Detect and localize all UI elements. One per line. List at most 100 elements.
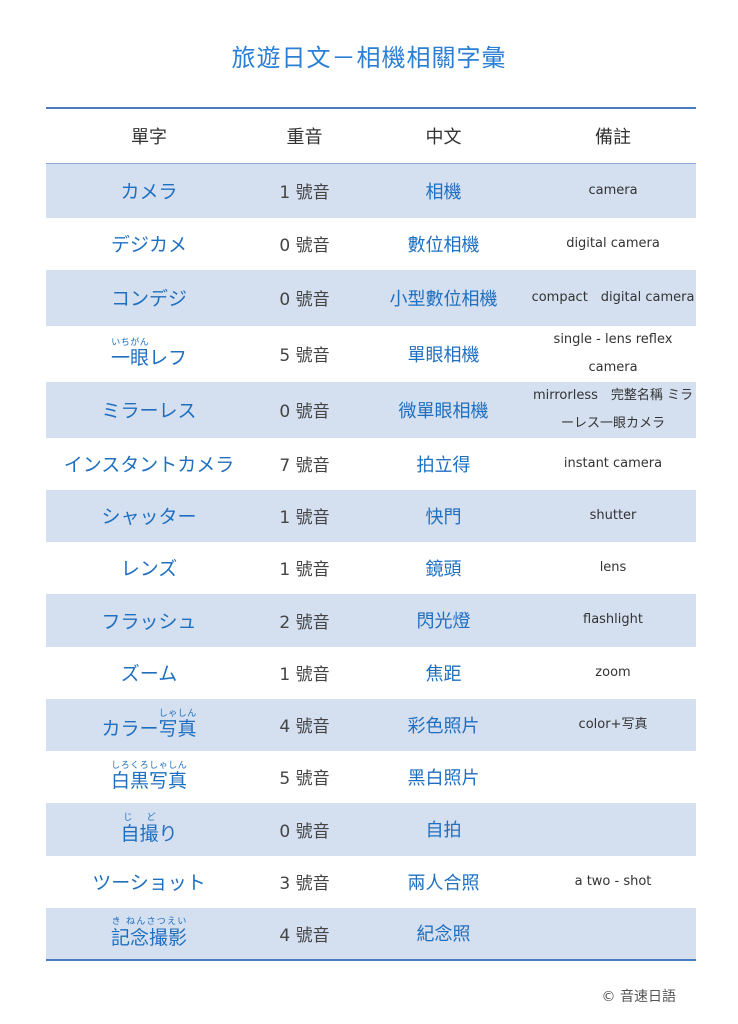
chinese-cell: 焦距: [425, 663, 462, 685]
word-ruby: 一眼いちがん: [110, 338, 149, 369]
table-row: 一眼いちがんレフ 5 號音 單眼相機 single - lens reflex cam…: [46, 326, 696, 382]
table-row: カメラ 1 號音 相機 camera: [46, 163, 696, 218]
furigana: いちがん: [110, 337, 149, 348]
note-cell: shutter: [530, 489, 696, 542]
furigana: しろくろしゃしん: [110, 760, 187, 771]
note-cell: digital camera: [566, 235, 660, 251]
furigana: じ ど: [120, 812, 159, 823]
note-cell: [530, 907, 696, 960]
header-note: 備註: [530, 108, 696, 164]
header-word: 單字: [46, 108, 252, 164]
accent-cell: 0 號音: [252, 269, 357, 326]
chinese-cell: 拍立得: [416, 454, 471, 476]
accent-cell: 5 號音: [279, 769, 330, 789]
header-chinese: 中文: [357, 108, 530, 164]
note-cell: a two - shot: [574, 873, 652, 889]
word-cell: ズーム: [120, 663, 178, 685]
note-cell: compact digital camera: [530, 269, 696, 326]
chinese-cell: 小型數位相機: [357, 269, 530, 326]
chinese-cell: 快門: [357, 489, 530, 542]
accent-cell: 0 號音: [252, 381, 357, 438]
chinese-cell: 兩人合照: [407, 872, 480, 894]
note-cell: mirrorless 完整名稱 ミラーレス一眼カメラ: [530, 381, 696, 438]
accent-cell: 1 號音: [279, 560, 330, 580]
word-cell: コンデジ: [46, 269, 252, 326]
header-accent: 重音: [252, 108, 357, 164]
note-cell: camera: [530, 163, 696, 218]
note-cell: zoom: [595, 664, 631, 680]
page-title: 旅遊日文－相機相關字彙: [231, 44, 507, 72]
header-row: 單字 重音 中文 備註: [46, 108, 696, 164]
note-cell: [530, 751, 696, 803]
table-row: コンデジ 0 號音 小型數位相機 compact digital camera: [46, 269, 696, 326]
chinese-cell: 鏡頭: [425, 558, 462, 580]
accent-cell: 1 號音: [279, 665, 330, 685]
word-ruby: 白黒写真しろくろしゃしん: [110, 761, 187, 792]
chinese-cell: 閃光燈: [357, 593, 530, 647]
accent-cell: 0 號音: [279, 236, 330, 256]
chinese-cell: 黑白照片: [407, 767, 480, 789]
word-ruby: 自撮じ ど: [120, 813, 159, 845]
furigana: き ねんさつえい: [110, 916, 187, 927]
word-cell: 記念撮影き ねんさつえい: [46, 907, 252, 960]
table-row: ズーム 1 號音 焦距 zoom: [46, 647, 696, 699]
table-row: デジカメ 0 號音 數位相機 digital camera: [46, 218, 696, 270]
word-kanji: 写真: [158, 717, 197, 740]
table-row: 自撮じ どり 0 號音 自拍: [46, 802, 696, 856]
accent-cell: 0 號音: [252, 802, 357, 856]
chinese-cell: 微單眼相機: [357, 381, 530, 438]
accent-cell: 1 號音: [252, 163, 357, 218]
word-cell: シャッター: [46, 489, 252, 542]
table-row: ツーショット 3 號音 兩人合照 a two - shot: [46, 856, 696, 908]
chinese-cell: 自拍: [357, 802, 530, 856]
word-kanji: 白黒写真: [110, 769, 187, 792]
accent-cell: 4 號音: [252, 698, 357, 751]
table-row: 記念撮影き ねんさつえい 4 號音 紀念照: [46, 907, 696, 960]
word-text: り: [158, 822, 178, 845]
word-cell: フラッシュ: [46, 593, 252, 647]
vocabulary-table: 單字 重音 中文 備註 カメラ 1 號音 相機 camera デジカメ 0 號音 數位相機 d…: [46, 107, 696, 961]
word-cell: ミラーレス: [46, 381, 252, 438]
word-cell: カラー写真しゃしん: [46, 698, 252, 751]
word-cell: 白黒写真しろくろしゃしん: [46, 751, 252, 803]
furigana: しゃしん: [158, 708, 197, 719]
word-text: カラー: [101, 717, 159, 740]
accent-cell: 7 號音: [279, 456, 330, 476]
table-row: カラー写真しゃしん 4 號音 彩色照片 color+写真: [46, 698, 696, 751]
note-cell: lens: [599, 559, 627, 575]
word-cell: 自撮じ どり: [46, 802, 252, 856]
word-kanji: 一眼: [110, 346, 149, 369]
accent-cell: 2 號音: [252, 593, 357, 647]
chinese-cell: 相機: [357, 163, 530, 218]
note-cell: instant camera: [563, 455, 663, 471]
table-row: レンズ 1 號音 鏡頭 lens: [46, 542, 696, 594]
chinese-cell: 數位相機: [407, 234, 480, 256]
word-ruby: 記念撮影き ねんさつえい: [110, 917, 187, 949]
word-cell: カメラ: [46, 163, 252, 218]
table-row: シャッター 1 號音 快門 shutter: [46, 489, 696, 542]
word-kanji: 記念撮影: [110, 926, 187, 949]
word-cell: レンズ: [120, 558, 178, 580]
table-row: インスタントカメラ 7 號音 拍立得 instant camera: [46, 438, 696, 490]
note-cell: color+写真: [530, 698, 696, 751]
table-row: ミラーレス 0 號音 微單眼相機 mirrorless 完整名稱 ミラーレス一眼カメラ: [46, 381, 696, 438]
chinese-cell: 紀念照: [357, 907, 530, 960]
note-cell: single - lens reflex camera: [553, 331, 673, 375]
note-cell: flashlight: [530, 593, 696, 647]
chinese-cell: 單眼相機: [407, 344, 480, 366]
accent-cell: 1 號音: [252, 489, 357, 542]
accent-cell: 4 號音: [252, 907, 357, 960]
word-kanji: 自撮: [120, 822, 159, 845]
chinese-cell: 彩色照片: [357, 698, 530, 751]
table-row: フラッシュ 2 號音 閃光燈 flashlight: [46, 593, 696, 647]
note-cell: [530, 802, 696, 856]
table-row: 白黒写真しろくろしゃしん 5 號音 黑白照片: [46, 751, 696, 803]
accent-cell: 3 號音: [279, 874, 330, 894]
accent-cell: 5 號音: [279, 346, 330, 366]
word-ruby: 写真しゃしん: [158, 709, 197, 740]
word-cell: デジカメ: [110, 234, 187, 256]
word-text: レフ: [149, 346, 188, 369]
word-cell: 一眼いちがんレフ: [46, 326, 252, 382]
copyright: © 音速日語: [601, 989, 676, 1005]
word-cell: ツーショット: [92, 872, 206, 894]
